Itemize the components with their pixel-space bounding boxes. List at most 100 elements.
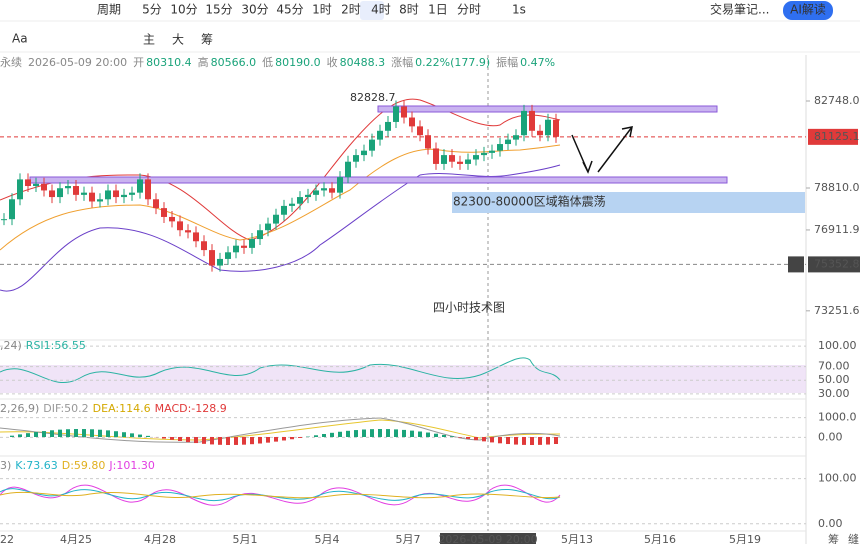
candle: [497, 144, 503, 151]
candle: [17, 179, 23, 200]
last-price-tag: [808, 128, 858, 145]
bollinger-mid: [0, 144, 561, 251]
indicator-tick-label: 1000.0: [818, 411, 857, 424]
font-tool[interactable]: Aa: [12, 32, 28, 46]
interval-button[interactable]: 10分: [170, 3, 197, 17]
candle: [233, 245, 239, 253]
indicator-tick-label: 70.00: [818, 360, 850, 373]
candle: [81, 192, 87, 195]
ai-button-bg[interactable]: [783, 1, 833, 20]
candle: [105, 190, 111, 200]
candle: [425, 135, 431, 149]
last-price-label: 81125.1: [814, 130, 860, 143]
indicator-params: 2,26,9): [0, 402, 39, 415]
candle: [9, 199, 15, 220]
indicator-tick-label: 0.00: [818, 517, 843, 530]
candle: [545, 119, 551, 136]
field-value: 80190.0: [275, 56, 321, 69]
ai-button[interactable]: AI解读: [790, 3, 826, 17]
candle: [281, 205, 287, 215]
macd-bar: [402, 429, 406, 437]
y-tick-label: 82748.0: [814, 94, 860, 107]
indicator-params: ,24): [0, 339, 22, 352]
interval-button[interactable]: 30分: [241, 3, 268, 17]
macd-bar: [546, 437, 550, 445]
y-tick-label: 76911.9: [814, 223, 860, 236]
notes-button[interactable]: 交易筆记...: [710, 2, 769, 17]
candle: [417, 126, 423, 136]
interval-button[interactable]: 8时: [399, 3, 419, 17]
macd-bar: [26, 433, 30, 437]
x-label: 5月19: [729, 533, 761, 544]
candle: [201, 241, 207, 251]
mode-button[interactable]: 主: [143, 33, 155, 47]
x-label: 22: [0, 533, 14, 544]
interval-button[interactable]: 1日: [428, 3, 448, 17]
crosshair-date-bg: [440, 533, 536, 544]
macd-bar: [130, 433, 134, 437]
active-interval-bg: [360, 1, 384, 20]
candle: [121, 194, 127, 198]
macd-bar: [434, 433, 438, 437]
field-value: 80488.3: [340, 56, 386, 69]
macd-bar: [122, 432, 126, 437]
macd-bar: [466, 437, 470, 439]
candle: [353, 155, 359, 162]
macd-bar: [498, 437, 502, 444]
candle: [345, 161, 351, 178]
macd-bar: [298, 437, 302, 438]
d-line: [0, 491, 561, 499]
interval-button[interactable]: 15分: [205, 3, 232, 17]
macd-bar: [362, 429, 366, 437]
macd-bar: [162, 437, 166, 439]
candle: [361, 150, 367, 156]
candle: [329, 188, 335, 193]
candle: [265, 223, 271, 231]
candle: [177, 221, 183, 231]
candle: [441, 155, 447, 164]
candle: [129, 192, 135, 195]
candle: [537, 130, 543, 136]
indicator-value: DIF:50.2: [43, 402, 88, 415]
macd-bar: [314, 435, 318, 437]
candle: [153, 199, 159, 209]
field-label: 振幅: [496, 55, 518, 69]
indicator-params: 3): [0, 459, 11, 472]
candle: [513, 135, 519, 140]
indicator-value: J:101.30: [108, 459, 154, 472]
macd-bar: [394, 429, 398, 437]
candle: [57, 188, 63, 198]
candle: [209, 250, 215, 266]
mode-button[interactable]: 大: [172, 33, 184, 47]
interval-button[interactable]: 4时: [371, 3, 391, 17]
macd-bar: [170, 437, 174, 440]
macd-bar: [18, 434, 22, 437]
period-menu[interactable]: 周期: [97, 3, 121, 17]
second-button[interactable]: 1s: [512, 3, 526, 17]
indicator-value: MACD:-128.9: [155, 402, 227, 415]
macd-bar: [34, 432, 38, 437]
macd-bar: [250, 437, 254, 445]
candle: [505, 139, 511, 145]
interval-button[interactable]: 1时: [312, 3, 332, 17]
mode-button[interactable]: 筹: [201, 33, 213, 47]
interval-button[interactable]: 45分: [276, 3, 303, 17]
j-line: [0, 484, 561, 506]
candle: [521, 110, 527, 136]
candle: [385, 121, 391, 131]
field-value: 0.22%(177.9): [415, 56, 490, 69]
candle: [169, 216, 175, 222]
interval-button[interactable]: 分时: [457, 3, 481, 17]
candle: [433, 148, 439, 164]
interval-button[interactable]: 5分: [142, 3, 162, 17]
candle: [297, 197, 303, 204]
macd-bar: [90, 429, 94, 437]
macd-bar: [354, 430, 358, 437]
field-label: 收: [327, 55, 338, 69]
macd-bar: [554, 437, 558, 445]
interval-button[interactable]: 2时: [341, 3, 361, 17]
candle: [305, 194, 311, 198]
candle: [1, 219, 7, 221]
corner-label: 筹: [828, 532, 839, 544]
